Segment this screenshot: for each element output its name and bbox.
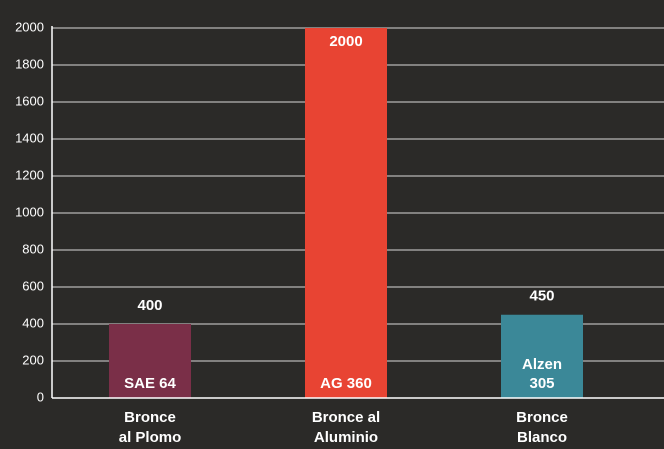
y-tick-label: 1400 — [15, 130, 44, 145]
x-tick-label: Bronce — [124, 409, 176, 426]
x-tick-label: Blanco — [517, 429, 567, 446]
value-label: 400 — [137, 297, 162, 314]
y-tick-label: 0 — [37, 389, 44, 404]
bar — [109, 324, 191, 398]
x-tick-label: Aluminio — [314, 429, 378, 446]
y-tick-label: 200 — [22, 352, 44, 367]
x-tick-label: Bronce — [516, 409, 568, 426]
value-label: 2000 — [329, 33, 362, 50]
bar-label: SAE 64 — [124, 375, 176, 392]
bar-label: 305 — [529, 375, 554, 392]
y-tick-label: 400 — [22, 315, 44, 330]
y-tick-label: 800 — [22, 241, 44, 256]
y-tick-label: 1000 — [15, 204, 44, 219]
bar — [501, 314, 583, 398]
value-label: 450 — [529, 288, 554, 305]
y-tick-label: 1800 — [15, 56, 44, 71]
x-tick-label: Bronce al — [312, 409, 380, 426]
bar — [305, 28, 387, 398]
y-tick-label: 1200 — [15, 167, 44, 182]
y-tick-label: 1600 — [15, 93, 44, 108]
bar-label: Alzen — [522, 356, 562, 373]
y-tick-label: 600 — [22, 278, 44, 293]
y-tick-label: 2000 — [15, 19, 44, 34]
bar-label: AG 360 — [320, 375, 372, 392]
x-tick-label: al Plomo — [119, 429, 182, 446]
